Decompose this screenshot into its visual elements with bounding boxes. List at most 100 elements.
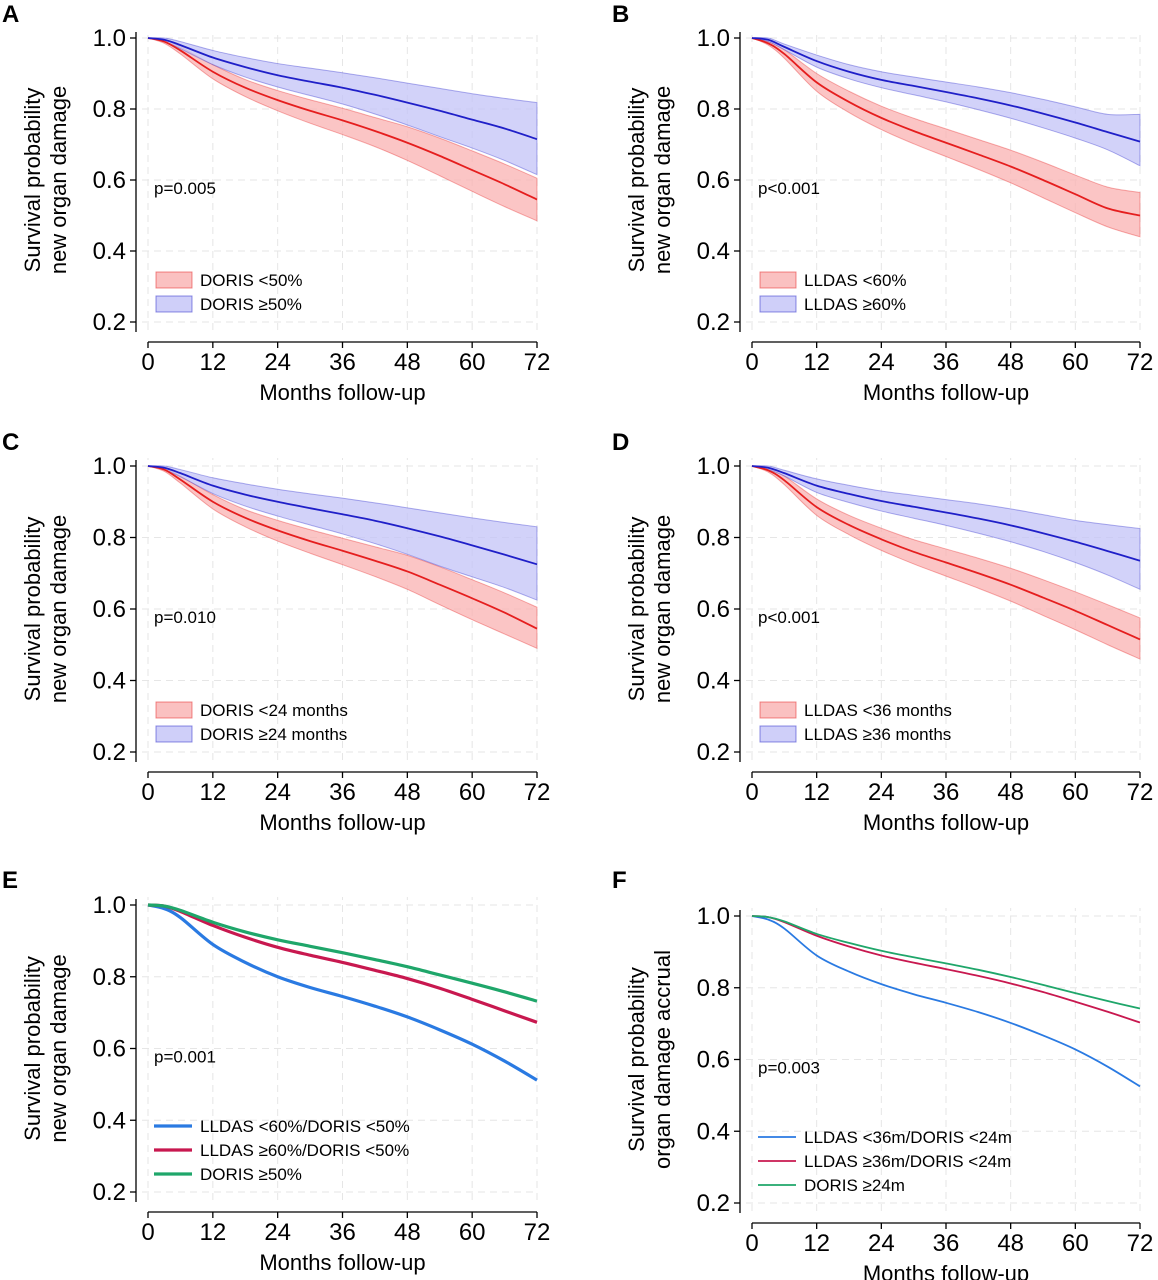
x-tick-label: 24 [264, 349, 291, 376]
y-axis-label: Survival probabilitynew organ damage [20, 86, 71, 274]
panel-f: F 0.2 0.4 0.6 0.8 1.0 0 12 24 36 48 60 72 Months foll… [612, 867, 1153, 1280]
x-tick-label: 12 [199, 1219, 226, 1246]
axes: 0.2 0.4 0.6 0.8 1.0 0 12 24 36 48 60 72 [93, 453, 551, 806]
panel-d: D 0.2 0.4 0.6 0.8 1.0 0 12 24 36 48 60 72 Months foll… [612, 429, 1153, 835]
x-tick-label: 60 [1062, 349, 1089, 376]
x-tick-label: 24 [264, 1219, 291, 1246]
plot-area [147, 37, 538, 222]
series-line-1 [147, 465, 538, 630]
y-axis-label-line: new organ damage [650, 86, 675, 274]
series-line-3 [147, 903, 538, 1003]
confidence-band-2 [751, 37, 1141, 167]
plot-area [751, 465, 1141, 660]
x-tick-label: 60 [459, 779, 486, 806]
x-axis-label: Months follow-up [863, 380, 1029, 405]
x-tick-label: 24 [868, 779, 895, 806]
legend-label: LLDAS ≥60% [804, 295, 906, 314]
y-tick-label: 0.6 [697, 167, 730, 194]
legend-swatch [155, 701, 193, 719]
y-tick-label: 0.4 [93, 238, 126, 265]
legend: LLDAS <60%/DORIS <50% LLDAS ≥60%/DORIS <5… [154, 1117, 410, 1184]
y-axis-label: Survival probabilitynew organ damage [20, 954, 71, 1142]
y-tick-label: 0.6 [93, 1036, 126, 1063]
legend-swatch [155, 725, 193, 743]
x-tick-label: 36 [933, 349, 960, 376]
legend-label: DORIS ≥24m [804, 1176, 905, 1195]
x-tick-label: 12 [199, 779, 226, 806]
x-tick-label: 24 [264, 779, 291, 806]
x-tick-label: 36 [329, 779, 356, 806]
y-tick-label: 1.0 [93, 453, 126, 480]
confidence-band-1 [147, 37, 538, 222]
y-tick-label: 0.8 [697, 96, 730, 123]
legend-label: DORIS <24 months [200, 701, 348, 720]
y-tick-label: 0.4 [697, 1118, 730, 1145]
x-tick-label: 72 [524, 349, 551, 376]
y-tick-label: 1.0 [93, 25, 126, 52]
y-tick-label: 0.4 [697, 238, 730, 265]
y-tick-label: 1.0 [697, 903, 730, 930]
panel-c: C 0.2 0.4 0.6 0.8 1.0 0 12 24 36 48 60 72 Months foll… [2, 429, 550, 835]
y-axis-label: Survival probabilitynew organ damage [624, 515, 675, 703]
axes: 0.2 0.4 0.6 0.8 1.0 0 12 24 36 48 60 72 [93, 892, 551, 1246]
legend-label: LLDAS <36m/DORIS <24m [804, 1128, 1012, 1147]
x-tick-label: 60 [1062, 1230, 1089, 1257]
x-tick-label: 48 [394, 1219, 421, 1246]
x-tick-label: 0 [141, 779, 154, 806]
x-tick-label: 48 [394, 349, 421, 376]
panel-letter: C [2, 429, 19, 456]
y-axis-label-line: Survival probability [20, 517, 45, 702]
x-axis-label: Months follow-up [259, 1250, 425, 1275]
axes: 0.2 0.4 0.6 0.8 1.0 0 12 24 36 48 60 72 [93, 25, 551, 376]
x-tick-label: 60 [459, 1219, 486, 1246]
x-tick-label: 72 [1127, 779, 1154, 806]
x-axis-label: Months follow-up [259, 810, 425, 835]
confidence-band-2 [751, 465, 1141, 591]
panel-letter: F [612, 867, 627, 894]
plot-area [751, 915, 1141, 1088]
x-tick-label: 0 [745, 1230, 758, 1257]
y-axis-label-line: new organ damage [46, 515, 71, 703]
x-tick-label: 12 [199, 349, 226, 376]
y-tick-label: 0.2 [93, 309, 126, 336]
series-line-1 [147, 903, 538, 1082]
x-tick-label: 48 [394, 779, 421, 806]
y-axis-label-line: organ damage accrual [650, 950, 675, 1169]
legend: DORIS <50% DORIS ≥50% [155, 271, 303, 314]
plot-area [751, 37, 1141, 238]
x-tick-label: 48 [997, 779, 1024, 806]
y-tick-label: 0.2 [93, 1179, 126, 1206]
axes: 0.2 0.4 0.6 0.8 1.0 0 12 24 36 48 60 72 [697, 25, 1154, 376]
series-line-1 [147, 37, 538, 201]
x-tick-label: 48 [997, 1230, 1024, 1257]
y-tick-label: 1.0 [697, 453, 730, 480]
plot-area [147, 465, 538, 650]
legend-swatch [759, 725, 797, 743]
x-tick-label: 36 [329, 1219, 356, 1246]
x-tick-label: 0 [745, 779, 758, 806]
y-axis-label-line: new organ damage [650, 515, 675, 703]
legend: LLDAS <36 months LLDAS ≥36 months [759, 701, 952, 744]
legend-label: DORIS <50% [200, 271, 303, 290]
panel-letter: B [612, 1, 629, 28]
x-tick-label: 24 [868, 1230, 895, 1257]
y-tick-label: 0.6 [93, 167, 126, 194]
panel-letter: E [2, 867, 18, 894]
x-tick-label: 36 [933, 1230, 960, 1257]
legend: LLDAS <60% LLDAS ≥60% [759, 271, 907, 314]
panel-letter: D [612, 429, 629, 456]
legend-label: LLDAS ≥36m/DORIS <24m [804, 1152, 1011, 1171]
y-tick-label: 0.4 [697, 668, 730, 695]
legend-label: LLDAS ≥60%/DORIS <50% [200, 1141, 409, 1160]
axes: 0.2 0.4 0.6 0.8 1.0 0 12 24 36 48 60 72 [697, 453, 1154, 806]
x-tick-label: 0 [141, 349, 154, 376]
legend-label: LLDAS <60% [804, 271, 907, 290]
legend-swatch [759, 295, 797, 313]
legend-label: DORIS ≥24 months [200, 725, 347, 744]
y-tick-label: 0.6 [697, 1047, 730, 1074]
y-axis-label: Survival probabilitynew organ damage [20, 515, 71, 703]
legend-label: DORIS ≥50% [200, 295, 302, 314]
x-axis-label: Months follow-up [863, 810, 1029, 835]
x-tick-label: 0 [141, 1219, 154, 1246]
